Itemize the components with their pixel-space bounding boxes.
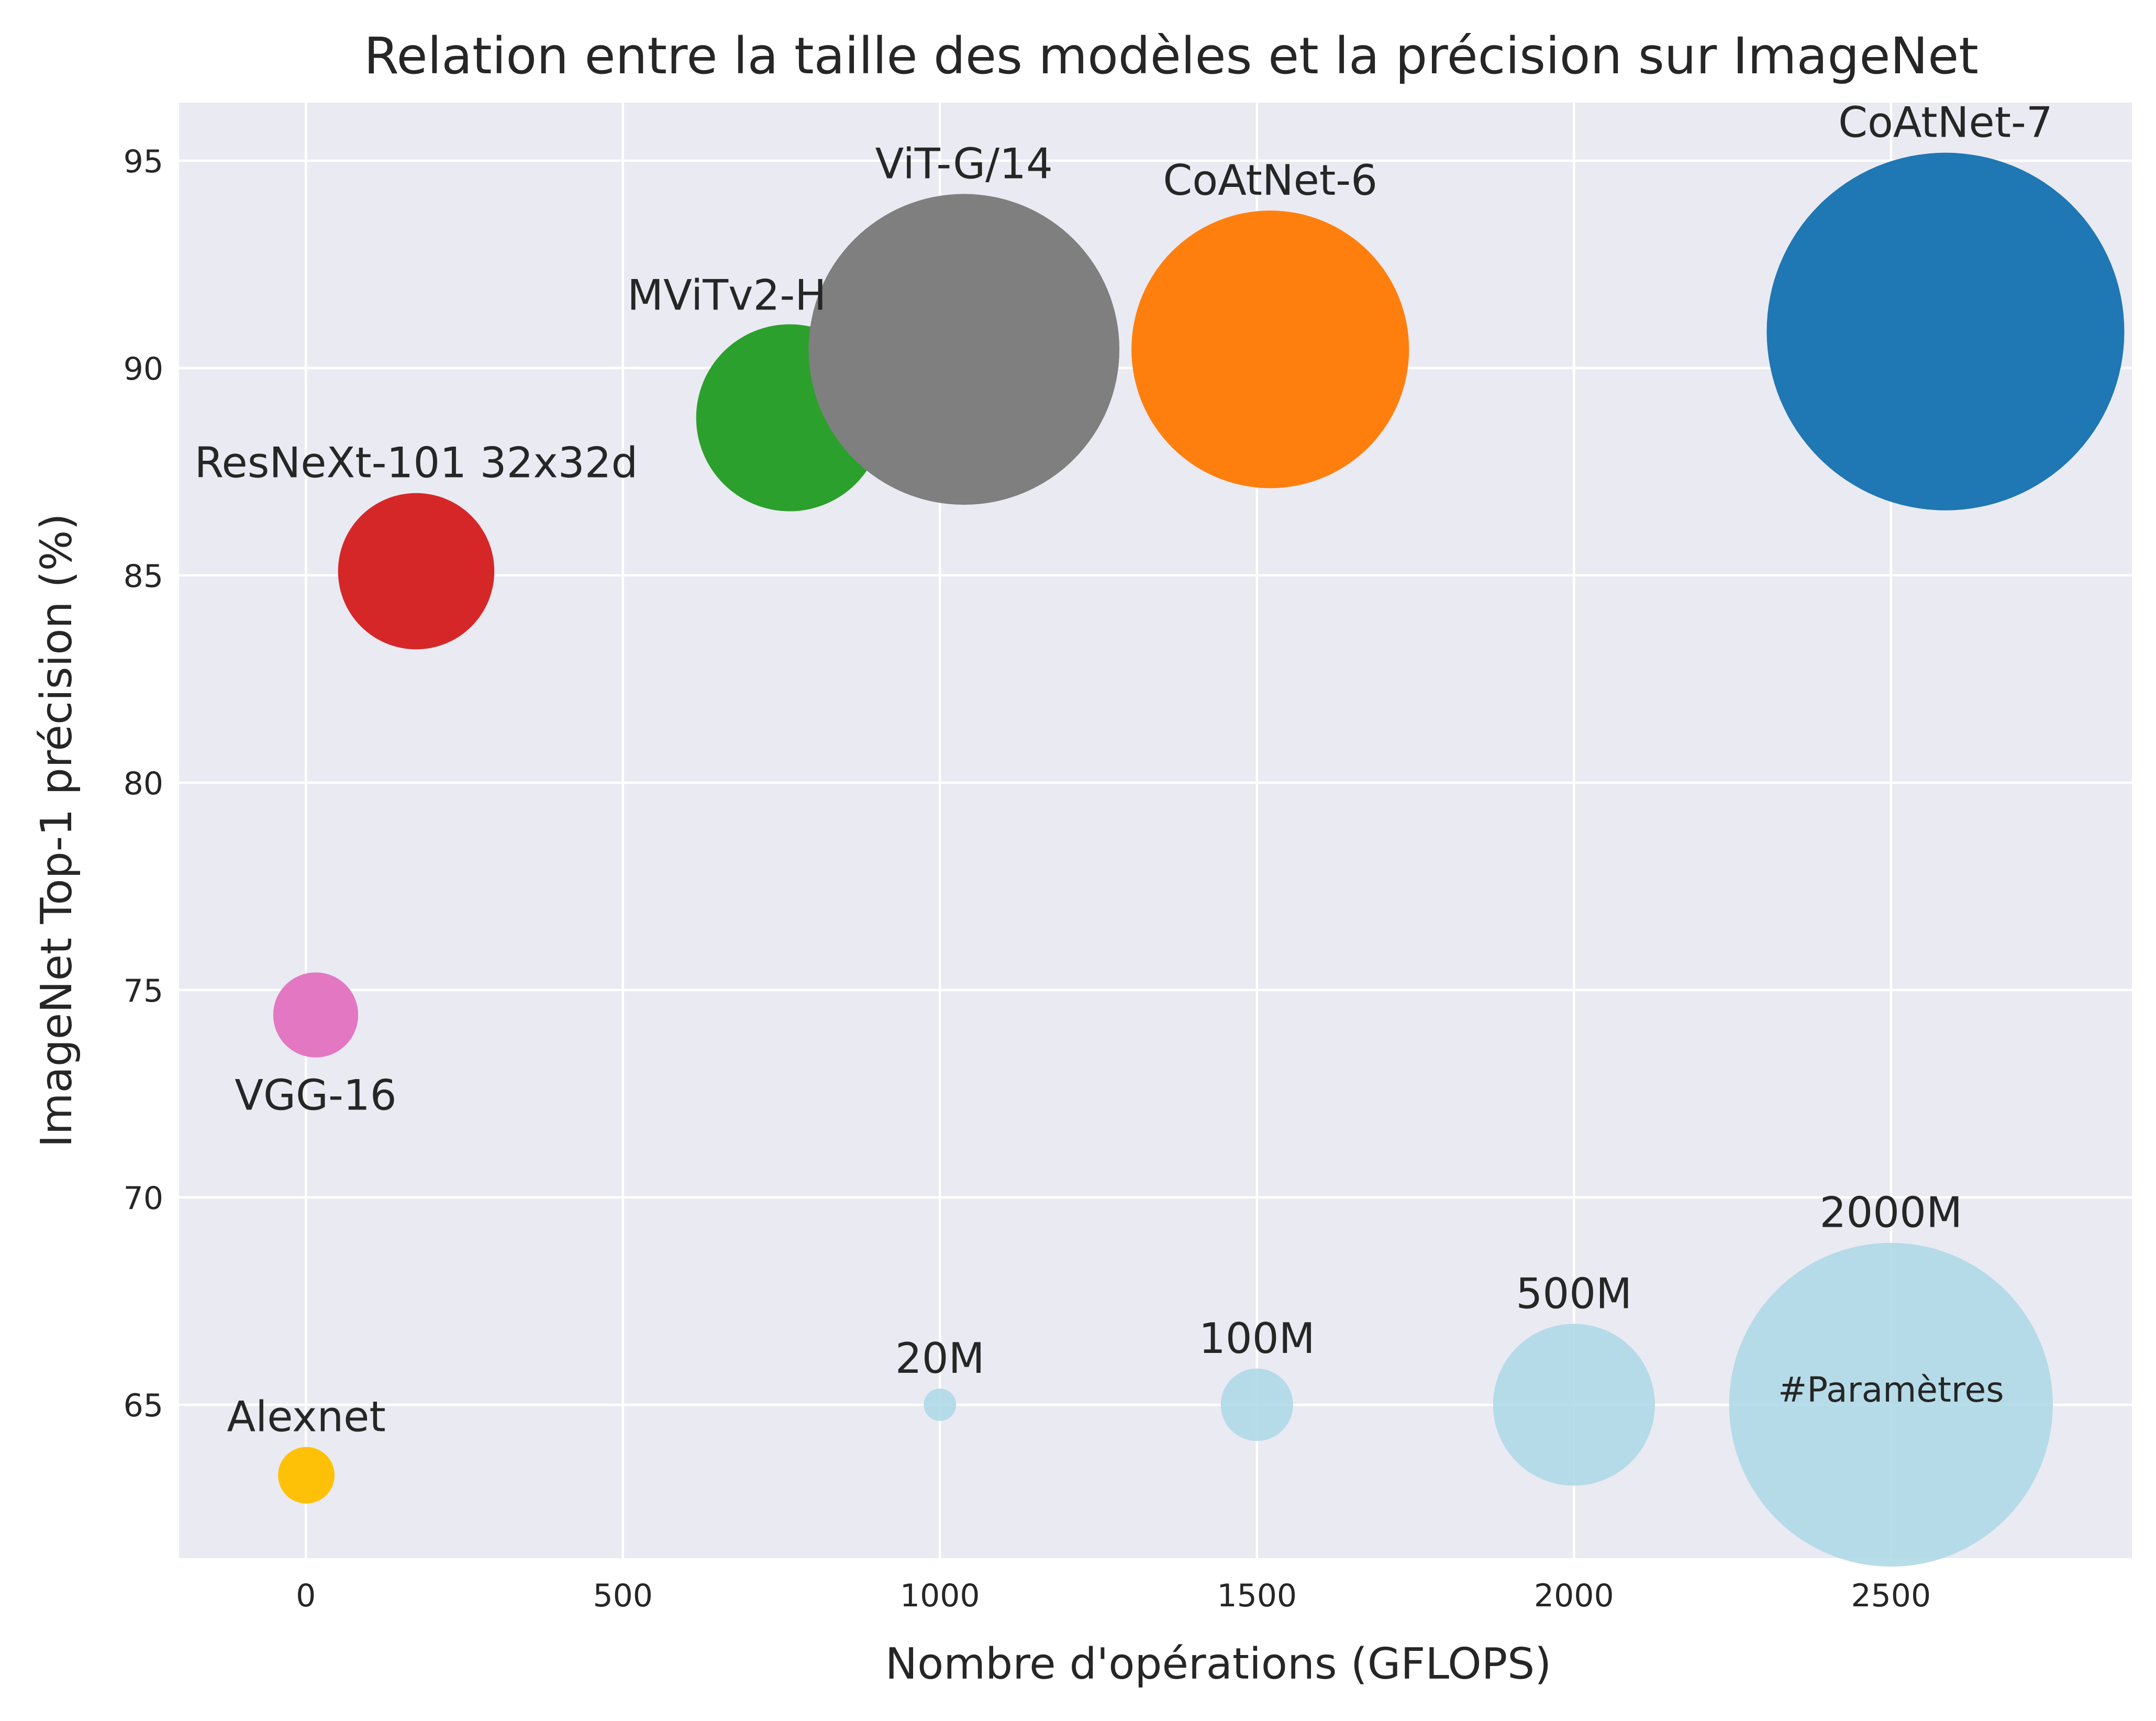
size-legend-bubble (924, 1389, 957, 1421)
size-legend-label: 500M (1516, 1269, 1632, 1318)
y-tick-label: 90 (124, 351, 163, 387)
x-tick-label: 2000 (1534, 1578, 1614, 1614)
size-legend-label: 20M (895, 1334, 985, 1383)
y-tick-label: 70 (124, 1180, 163, 1217)
size-legend-label: 100M (1199, 1314, 1315, 1363)
data-points (273, 152, 2125, 1504)
y-tick-label: 80 (124, 765, 163, 802)
size-legend-bubble (1493, 1324, 1655, 1486)
data-point-label: MViTv2-H (627, 271, 826, 319)
x-tick-label: 1000 (900, 1578, 980, 1614)
size-legend-bubble (1729, 1242, 2053, 1567)
chart-title: Relation entre la taille des modèles et … (364, 27, 1979, 85)
x-tick-label: 500 (593, 1578, 653, 1614)
data-point-label: ResNeXt-101 32x32d (195, 439, 638, 487)
size-legend-caption: #Paramètres (1778, 1370, 2004, 1410)
data-point-label: CoAtNet-6 (1163, 156, 1377, 205)
x-tick-label: 0 (296, 1578, 316, 1614)
tick-labels: 0 500 1000 1500 2000 2500 65 70 75 80 85 90 95 (124, 143, 1931, 1614)
data-point-label: VGG-16 (235, 1071, 396, 1120)
size-legend-label: 2000M (1819, 1189, 1962, 1237)
size-legend: 20M 100M 500M 2000M #Paramètres (895, 1189, 2053, 1567)
data-point (278, 1447, 335, 1504)
x-tick-label: 2500 (1851, 1578, 1931, 1614)
y-tick-label: 65 (124, 1387, 163, 1424)
y-tick-label: 75 (124, 973, 163, 1009)
x-tick-label: 1500 (1217, 1578, 1297, 1614)
data-point-label: Alexnet (227, 1393, 385, 1441)
point-labels: Alexnet VGG-16 ResNeXt-101 32x32d MViTv2-H V… (195, 98, 2053, 1441)
data-point-label: ViT-G/14 (875, 139, 1053, 188)
y-tick-label: 85 (124, 558, 163, 595)
data-point (273, 972, 359, 1058)
x-axis-label: Nombre d'opérations (GFLOPS) (885, 1639, 1551, 1689)
data-point (338, 493, 495, 650)
data-point (1131, 210, 1409, 488)
data-point (1766, 152, 2125, 510)
size-legend-bubble (1220, 1368, 1293, 1441)
data-point-label: CoAtNet-7 (1838, 98, 2053, 147)
y-axis-label: ImageNet Top-1 précision (%) (32, 514, 82, 1148)
y-tick-label: 95 (124, 143, 163, 180)
data-point (808, 194, 1120, 505)
